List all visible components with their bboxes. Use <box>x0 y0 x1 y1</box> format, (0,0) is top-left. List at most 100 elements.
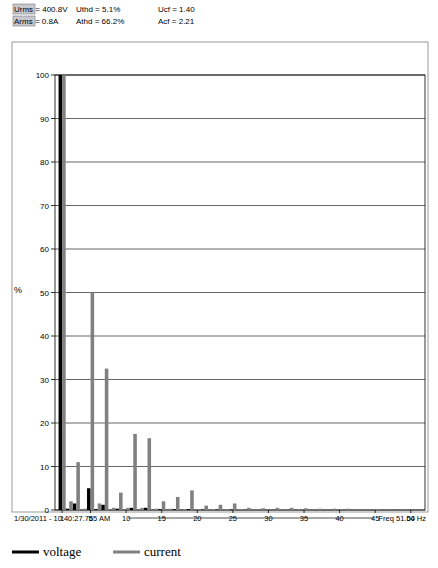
y-tick-label: 90 <box>40 115 49 124</box>
x-tick-label: 1 <box>60 514 64 523</box>
legend-label: current <box>144 544 181 559</box>
bar <box>308 510 312 511</box>
bar <box>265 510 269 511</box>
y-tick <box>51 249 55 250</box>
y-tick <box>51 162 55 163</box>
bar <box>105 369 109 510</box>
bar <box>194 510 198 511</box>
bar <box>112 508 116 510</box>
frequency: Freq 51.04 Hz <box>378 514 426 523</box>
bar <box>137 510 141 511</box>
bar <box>148 438 152 510</box>
bar <box>251 510 255 511</box>
legend-swatch <box>12 551 39 554</box>
bar <box>76 462 80 510</box>
bar <box>297 509 301 510</box>
y-tick <box>51 118 55 119</box>
bar <box>404 509 408 510</box>
bar <box>208 510 212 511</box>
x-tick <box>268 510 269 513</box>
bar <box>361 509 365 510</box>
bar <box>336 510 340 511</box>
bar <box>169 509 173 510</box>
bar <box>197 509 201 510</box>
y-tick <box>51 75 55 76</box>
x-tick <box>410 510 411 513</box>
bar <box>108 510 112 511</box>
bar <box>236 510 240 511</box>
y-tick <box>51 466 55 467</box>
x-tick <box>339 510 340 513</box>
bar <box>162 501 166 510</box>
bar <box>254 509 258 510</box>
y-tick-label: 70 <box>40 202 49 211</box>
grid-line <box>55 118 425 119</box>
bar <box>240 509 244 510</box>
grid-line <box>55 466 425 467</box>
x-tick <box>375 510 376 513</box>
y-tick-label: 50 <box>40 289 49 298</box>
bar <box>393 510 397 511</box>
bar <box>340 509 344 510</box>
y-tick-label: 0 <box>45 506 50 515</box>
bar <box>315 510 319 511</box>
bar <box>279 510 283 511</box>
bar <box>318 509 322 510</box>
grid-line <box>55 423 425 424</box>
bar <box>133 434 137 510</box>
x-tick <box>90 510 91 513</box>
grid-line <box>55 336 425 337</box>
grid-line <box>55 249 425 250</box>
bar <box>325 509 329 510</box>
header-text: Arms = 0.8A <box>14 17 59 26</box>
bar <box>382 510 386 511</box>
bar <box>73 503 77 510</box>
bar <box>411 510 415 511</box>
grid-line <box>55 205 425 206</box>
y-tick-label: 10 <box>40 463 49 472</box>
x-tick-label: 35 <box>300 514 308 523</box>
bar <box>322 510 326 511</box>
bar <box>144 508 148 510</box>
bar <box>190 490 194 510</box>
bar <box>304 508 308 510</box>
bar <box>311 509 315 510</box>
bar <box>59 75 63 510</box>
bar <box>119 493 123 510</box>
bar <box>80 510 84 511</box>
bar <box>180 510 184 511</box>
bar <box>350 510 354 511</box>
x-tick <box>304 510 305 513</box>
x-tick-label: 30 <box>264 514 272 523</box>
header-text: Urms = 400.8V <box>14 5 68 14</box>
bar <box>140 508 144 510</box>
y-tick <box>51 423 55 424</box>
bar <box>343 510 347 511</box>
x-tick-label: 20 <box>193 514 201 523</box>
header-text: Ucf = 1.40 <box>158 5 195 14</box>
x-tick-label: 10 <box>122 514 130 523</box>
bar <box>247 508 251 510</box>
x-tick-label: 45 <box>371 514 379 523</box>
bar <box>397 510 401 511</box>
y-tick <box>51 336 55 337</box>
plot-frame <box>55 75 425 510</box>
chart: Urms = 400.8V Uthd = 5.1% Ucf = 1.40 Arms =… <box>0 0 438 568</box>
y-tick-label: 40 <box>40 332 49 341</box>
y-tick-label: 60 <box>40 245 49 254</box>
bar <box>176 497 180 510</box>
bar <box>101 505 105 510</box>
bar <box>165 510 169 511</box>
x-tick-label: 25 <box>229 514 237 523</box>
bar <box>201 509 205 510</box>
timestamp: 1/30/2011 - 10:40:27.765 AM <box>14 514 110 523</box>
legend-swatch <box>113 551 140 554</box>
bar <box>123 510 127 511</box>
bar <box>115 509 119 510</box>
header-text: Acf = 2.21 <box>158 17 195 26</box>
x-tick-label: 15 <box>158 514 166 523</box>
y-tick <box>51 379 55 380</box>
grid-line <box>55 162 425 163</box>
header-text: Uthd = 5.1% <box>76 5 120 14</box>
bar <box>87 488 91 510</box>
